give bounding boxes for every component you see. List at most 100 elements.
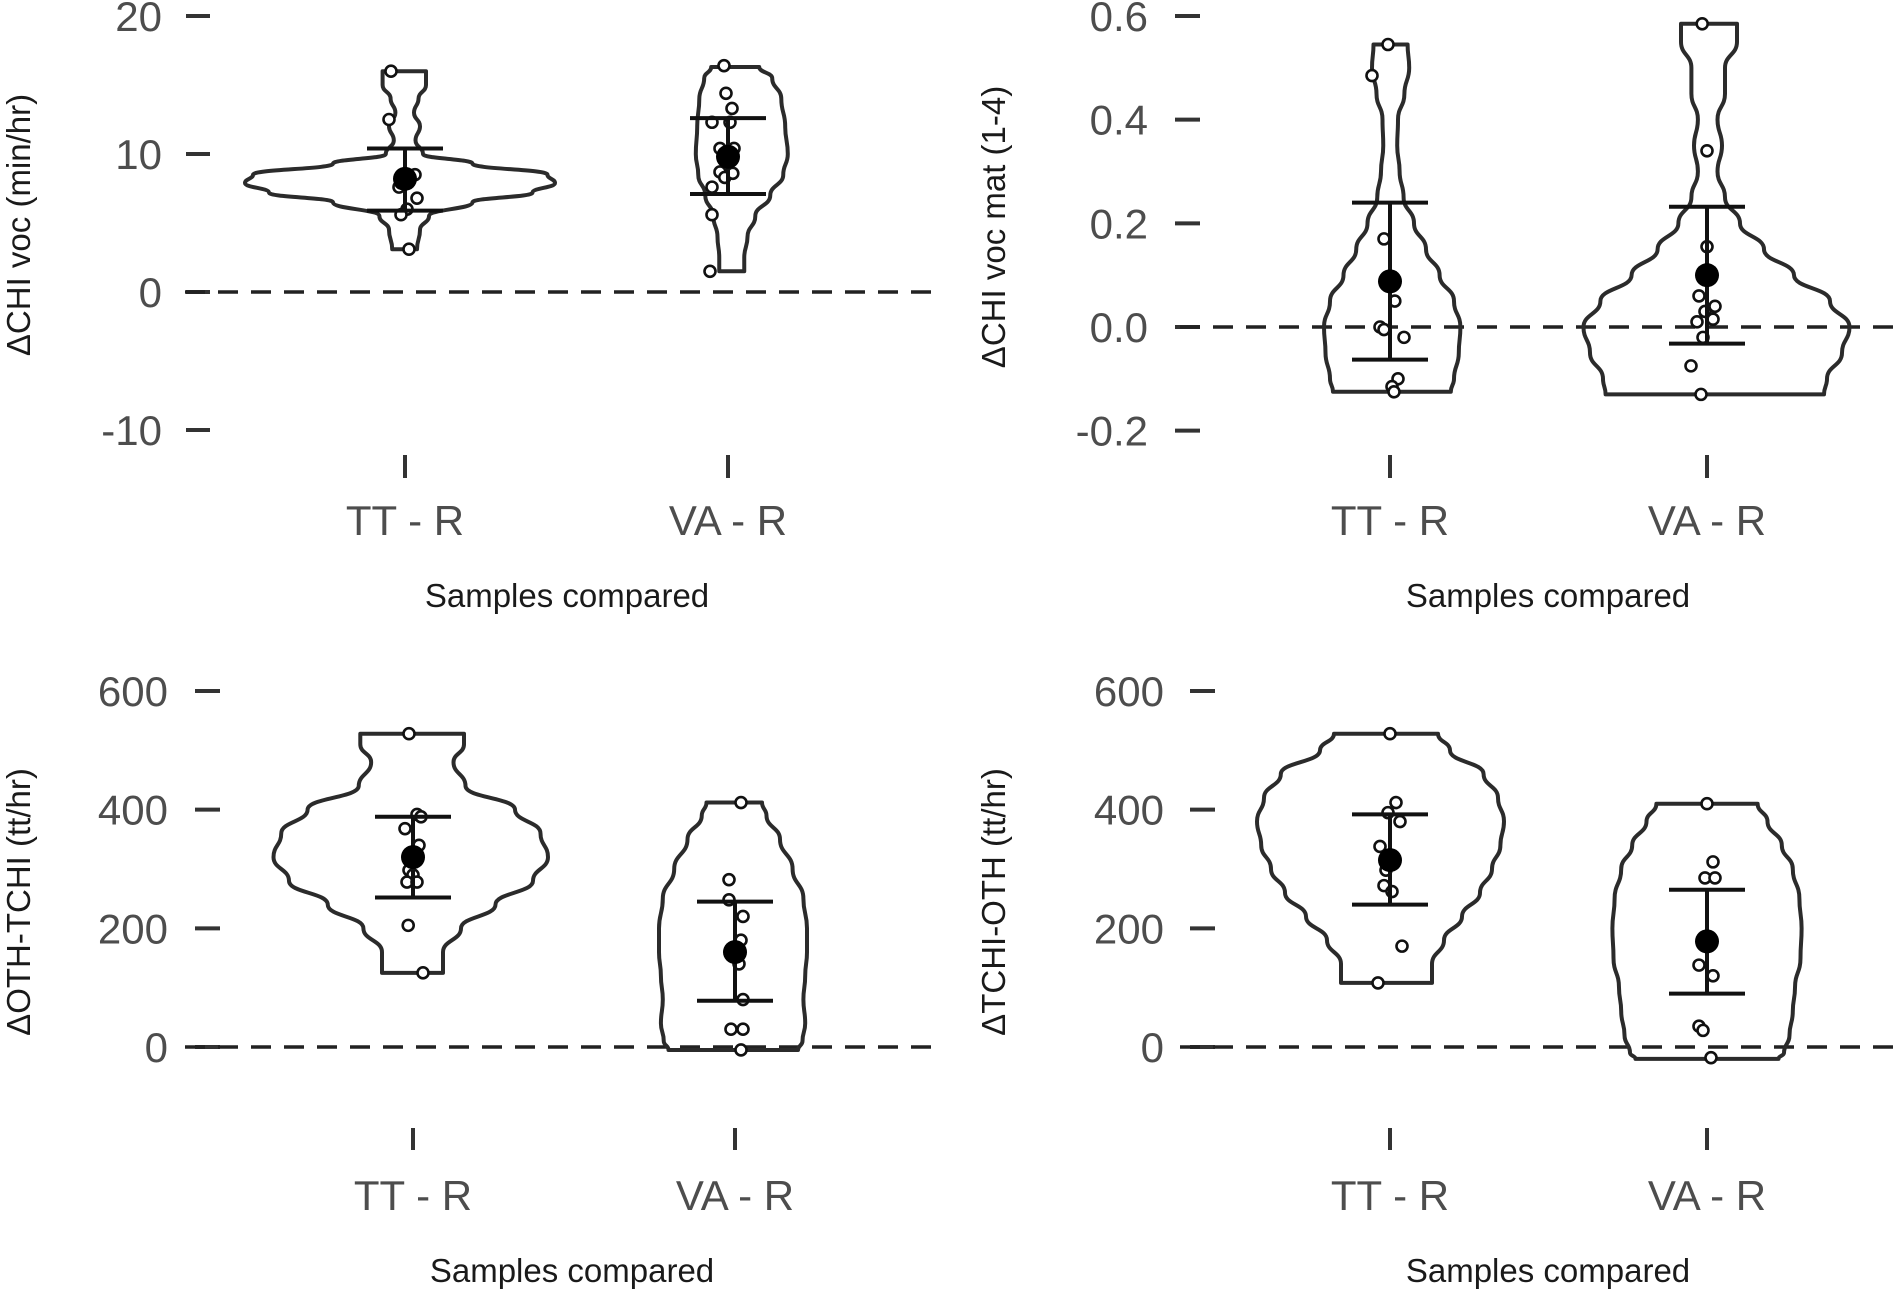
data-point bbox=[384, 64, 398, 78]
data-point bbox=[1684, 359, 1698, 373]
x-tick-label: TT - R bbox=[1331, 497, 1449, 544]
y-tick-label: 0 bbox=[139, 269, 162, 316]
data-point bbox=[1395, 939, 1409, 953]
data-point bbox=[724, 1022, 738, 1036]
data-point bbox=[398, 821, 412, 836]
data-point bbox=[1694, 387, 1708, 402]
mean-point bbox=[723, 940, 747, 965]
y-axis: -0.2 0.0 0.2 0.4 0.6 bbox=[1076, 0, 1200, 455]
x-axis: TT - R VA - R bbox=[1331, 455, 1766, 544]
data-point bbox=[717, 58, 731, 73]
panel-tchi-oth: ΔTCHI-OTH (tt/hr) 0 200 400 600 TT - R VA - … bbox=[975, 668, 1893, 1289]
x-axis: TT - R VA - R bbox=[346, 455, 787, 544]
y-tick-label: 400 bbox=[98, 787, 168, 834]
y-tick-label: 0 bbox=[145, 1024, 168, 1071]
y-tick-label: 200 bbox=[1094, 905, 1164, 952]
data-point bbox=[734, 1043, 748, 1057]
data-point bbox=[722, 872, 736, 887]
data-point bbox=[705, 180, 719, 194]
mean-point bbox=[1695, 929, 1719, 954]
mean-point bbox=[1378, 848, 1402, 873]
data-point bbox=[416, 966, 430, 980]
x-tick-label: TT - R bbox=[354, 1172, 472, 1219]
y-tick-label: 0 bbox=[1141, 1024, 1164, 1071]
data-point bbox=[1371, 976, 1385, 990]
y-tick-label: 0.4 bbox=[1090, 97, 1148, 144]
data-point bbox=[401, 918, 416, 933]
data-point bbox=[1692, 289, 1706, 303]
y-tick-label: 600 bbox=[1094, 668, 1164, 715]
y-tick-label: 10 bbox=[115, 131, 162, 178]
data-point bbox=[736, 1022, 750, 1036]
mean-point bbox=[393, 166, 417, 191]
data-point bbox=[410, 191, 424, 205]
data-point bbox=[1706, 312, 1720, 327]
x-tick-label: VA - R bbox=[1648, 497, 1766, 544]
data-point bbox=[1393, 814, 1407, 829]
panel-oth-tchi: ΔOTH-TCHI (tt/hr) 0 200 400 600 TT - R VA - … bbox=[0, 668, 935, 1289]
y-tick-label: 200 bbox=[98, 905, 168, 952]
y-tick-label: 600 bbox=[98, 668, 168, 715]
y-tick-label: 0.6 bbox=[1090, 0, 1148, 40]
mean-point bbox=[1378, 269, 1402, 294]
x-axis-title: Samples compared bbox=[1406, 577, 1690, 614]
mean-point bbox=[401, 845, 425, 870]
y-axis: -10 0 10 20 bbox=[101, 0, 210, 454]
violin bbox=[243, 69, 557, 252]
y-axis-title: ΔTCHI-OTH (tt/hr) bbox=[975, 768, 1012, 1036]
violin bbox=[1322, 42, 1463, 394]
data-point bbox=[1383, 726, 1397, 741]
violin bbox=[693, 65, 790, 274]
plot-marks bbox=[243, 58, 790, 279]
y-tick-label: 0.2 bbox=[1090, 200, 1148, 247]
data-point bbox=[1690, 315, 1704, 329]
x-axis: TT - R VA - R bbox=[1331, 1128, 1766, 1219]
data-point bbox=[1700, 143, 1714, 158]
y-tick-label: 400 bbox=[1094, 787, 1164, 834]
plot-marks bbox=[1322, 16, 1852, 402]
panel-chi-voc-mat: ΔCHI voc mat (1-4) -0.2 0.0 0.2 0.4 0.6 TT -… bbox=[975, 0, 1893, 614]
violin bbox=[271, 731, 550, 975]
y-tick-label: -10 bbox=[101, 407, 162, 454]
data-point bbox=[1704, 1050, 1718, 1065]
x-axis: TT - R VA - R bbox=[354, 1128, 794, 1219]
x-axis-title: Samples compared bbox=[425, 577, 709, 614]
data-point bbox=[736, 909, 750, 924]
data-point bbox=[1397, 330, 1411, 345]
data-point bbox=[1708, 299, 1722, 314]
x-axis-title: Samples compared bbox=[1406, 1252, 1690, 1289]
y-tick-label: 20 bbox=[115, 0, 162, 40]
data-point bbox=[1692, 958, 1706, 972]
data-point bbox=[705, 207, 719, 222]
data-point bbox=[1377, 232, 1391, 246]
violin bbox=[1610, 801, 1804, 1061]
data-point bbox=[703, 264, 717, 279]
data-point bbox=[734, 795, 748, 810]
y-tick-label: 0.0 bbox=[1090, 304, 1148, 351]
data-point bbox=[1706, 968, 1720, 983]
data-point bbox=[1696, 1023, 1710, 1038]
data-point bbox=[1381, 37, 1395, 52]
violin bbox=[656, 800, 809, 1052]
y-axis-title: ΔCHI voc (min/hr) bbox=[0, 94, 37, 356]
plot-marks bbox=[271, 726, 809, 1057]
data-point bbox=[1389, 795, 1403, 810]
data-point bbox=[1708, 871, 1722, 885]
data-point bbox=[1700, 796, 1714, 811]
violin bbox=[1581, 21, 1852, 397]
data-point bbox=[1365, 68, 1379, 83]
x-tick-label: TT - R bbox=[346, 497, 464, 544]
y-axis-title: ΔCHI voc mat (1-4) bbox=[975, 86, 1012, 368]
data-point bbox=[402, 726, 416, 741]
mean-point bbox=[1695, 263, 1719, 288]
x-tick-label: VA - R bbox=[676, 1172, 794, 1219]
y-tick-label: -0.2 bbox=[1076, 408, 1148, 455]
data-point bbox=[1377, 322, 1391, 337]
x-axis-title: Samples compared bbox=[430, 1252, 714, 1289]
plot-marks bbox=[1255, 726, 1804, 1065]
data-point bbox=[382, 112, 396, 127]
x-tick-label: VA - R bbox=[669, 497, 787, 544]
y-axis-title: ΔOTH-TCHI (tt/hr) bbox=[0, 768, 37, 1036]
